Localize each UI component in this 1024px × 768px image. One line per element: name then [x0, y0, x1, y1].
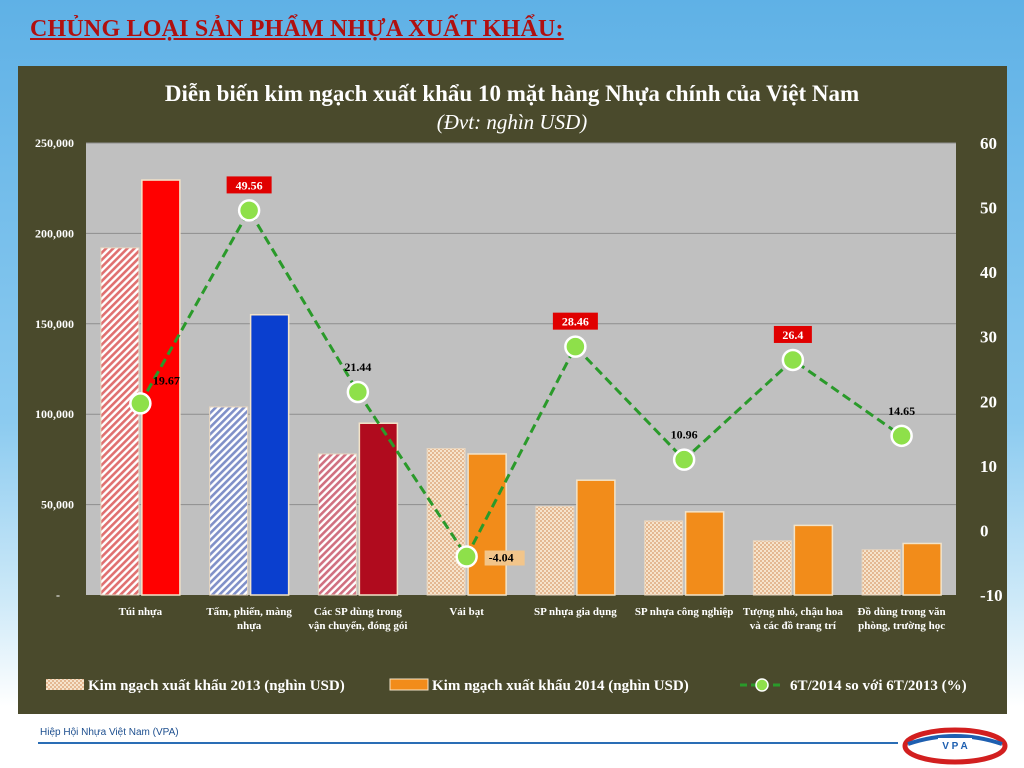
bar-2013 — [426, 448, 466, 596]
y-right-tick-label: 0 — [980, 521, 989, 540]
legend-swatch-2013 — [46, 679, 84, 690]
bar-2014 — [141, 179, 181, 596]
line-marker — [129, 392, 152, 415]
x-tick-label-line: Tượng nhỏ, chậu hoa — [743, 606, 844, 618]
bar-2014 — [249, 314, 290, 596]
x-tick-label: SP nhựa gia dụng — [534, 606, 617, 618]
line-data-label: 26.4 — [782, 328, 803, 342]
y-left-tick-label: 150,000 — [35, 317, 74, 331]
x-tick-label: Tượng nhỏ, chậu hoa và các đồ trang trí — [743, 606, 844, 632]
y-left-tick-label: - — [56, 588, 60, 602]
data-label-box — [226, 176, 272, 194]
y-right-tick-label: 50 — [980, 199, 997, 218]
line-marker — [455, 545, 478, 568]
bar-2014 — [793, 524, 834, 596]
legend: Kim ngạch xuất khẩu 2013 (nghìn USD) Kim … — [46, 678, 967, 694]
legend-swatch-marker — [755, 678, 769, 692]
bar-2013 — [317, 453, 357, 596]
line-data-label: 19.67 — [153, 373, 180, 387]
slide-title: CHỦNG LOẠI SẢN PHẨM NHỰA XUẤT KHẨU: — [30, 16, 564, 42]
chart: Diễn biến kim ngạch xuất khẩu 10 mặt hàn… — [35, 81, 1003, 694]
y-right-tick-label: 10 — [980, 457, 997, 476]
chart-panel: Diễn biến kim ngạch xuất khẩu 10 mặt hàn… — [18, 66, 1007, 714]
bar-2014 — [576, 479, 616, 596]
legend-label-2013: Kim ngạch xuất khẩu 2013 (nghìn USD) — [88, 678, 345, 694]
data-label-box — [773, 325, 812, 343]
x-tick-label-line: Các SP dùng trong — [314, 606, 403, 618]
x-tick-label-line: phòng, trường học — [858, 620, 945, 632]
chart-title: Diễn biến kim ngạch xuất khẩu 10 mặt hàn… — [165, 81, 859, 106]
footer-text: Hiệp Hội Nhựa Việt Nam (VPA) — [40, 727, 179, 738]
line-marker — [346, 380, 370, 404]
x-tick-label: Vải bạt — [449, 606, 484, 618]
y-right-tick-label: -10 — [980, 586, 1003, 605]
bar-2013 — [861, 549, 901, 596]
bar-2013 — [644, 520, 684, 596]
footer-rule — [38, 742, 898, 744]
line-marker — [890, 424, 913, 448]
line-data-label: 49.56 — [236, 178, 263, 192]
legend-label-pct: 6T/2014 so với 6T/2013 (%) — [790, 678, 967, 694]
y-right-tick-label: 60 — [980, 134, 997, 153]
x-tick-label-line: Đồ dùng trong văn — [858, 606, 946, 618]
y-right-tick-label: 30 — [980, 328, 997, 347]
x-tick-label-line: và các đồ trang trí — [750, 620, 837, 632]
line-marker — [672, 448, 696, 471]
line-data-label: 21.44 — [344, 360, 371, 374]
y-right-tick-label: 20 — [980, 392, 997, 411]
x-tick-label-line: Tấm, phiến, màng — [206, 606, 292, 618]
x-tick-label-line: Túi nhựa — [119, 606, 163, 618]
y-left-tick-label: 250,000 — [35, 136, 74, 150]
line-data-label: 10.96 — [671, 428, 698, 442]
x-tick-label-line: SP nhựa gia dụng — [534, 606, 617, 618]
y-left-tick-label: 50,000 — [41, 498, 74, 512]
x-tick-label-line: SP nhựa công nghiệp — [635, 606, 734, 618]
data-label-box — [552, 312, 598, 330]
line-data-label: 28.46 — [562, 315, 589, 329]
chart-subtitle: (Đvt: nghìn USD) — [437, 110, 587, 134]
line-series-pct — [139, 207, 903, 560]
y-right-tick-label: 40 — [980, 263, 997, 282]
x-tick-label-line: vận chuyển, đóng gói — [308, 620, 407, 632]
bar-2014 — [684, 511, 725, 596]
y-left-tick-label: 200,000 — [35, 226, 74, 240]
line-marker — [237, 199, 261, 222]
x-tick-label: Các SP dùng trong vận chuyển, đóng gói — [308, 606, 407, 632]
x-tick-label: Tấm, phiến, màng nhựa — [206, 606, 292, 632]
svg-text:V P A: V P A — [942, 741, 968, 752]
x-tick-label-line: nhựa — [237, 620, 262, 632]
x-tick-label: Túi nhựa — [119, 606, 163, 618]
x-tick-label: SP nhựa công nghiệp — [635, 606, 734, 618]
bar-2013 — [100, 247, 140, 596]
bar-2013 — [752, 540, 792, 596]
legend-swatch-2014 — [389, 678, 429, 691]
legend-label-2014: Kim ngạch xuất khẩu 2014 (nghìn USD) — [432, 678, 689, 694]
line-marker — [781, 348, 805, 372]
line-marker — [564, 335, 587, 358]
bar-2013 — [209, 406, 249, 596]
x-tick-label-line: Vải bạt — [449, 606, 484, 618]
bar-2014 — [358, 422, 399, 596]
y-left-tick-label: 100,000 — [35, 407, 74, 421]
line-data-label: -4.04 — [489, 551, 514, 565]
vpa-logo: V P A — [902, 727, 1008, 765]
bar-2013 — [535, 505, 575, 596]
data-label-box — [484, 550, 525, 566]
line-data-label: 14.65 — [888, 404, 915, 418]
bar-2014 — [467, 453, 507, 596]
bar-2014 — [902, 542, 942, 596]
x-tick-label: Đồ dùng trong văn phòng, trường học — [858, 606, 946, 632]
